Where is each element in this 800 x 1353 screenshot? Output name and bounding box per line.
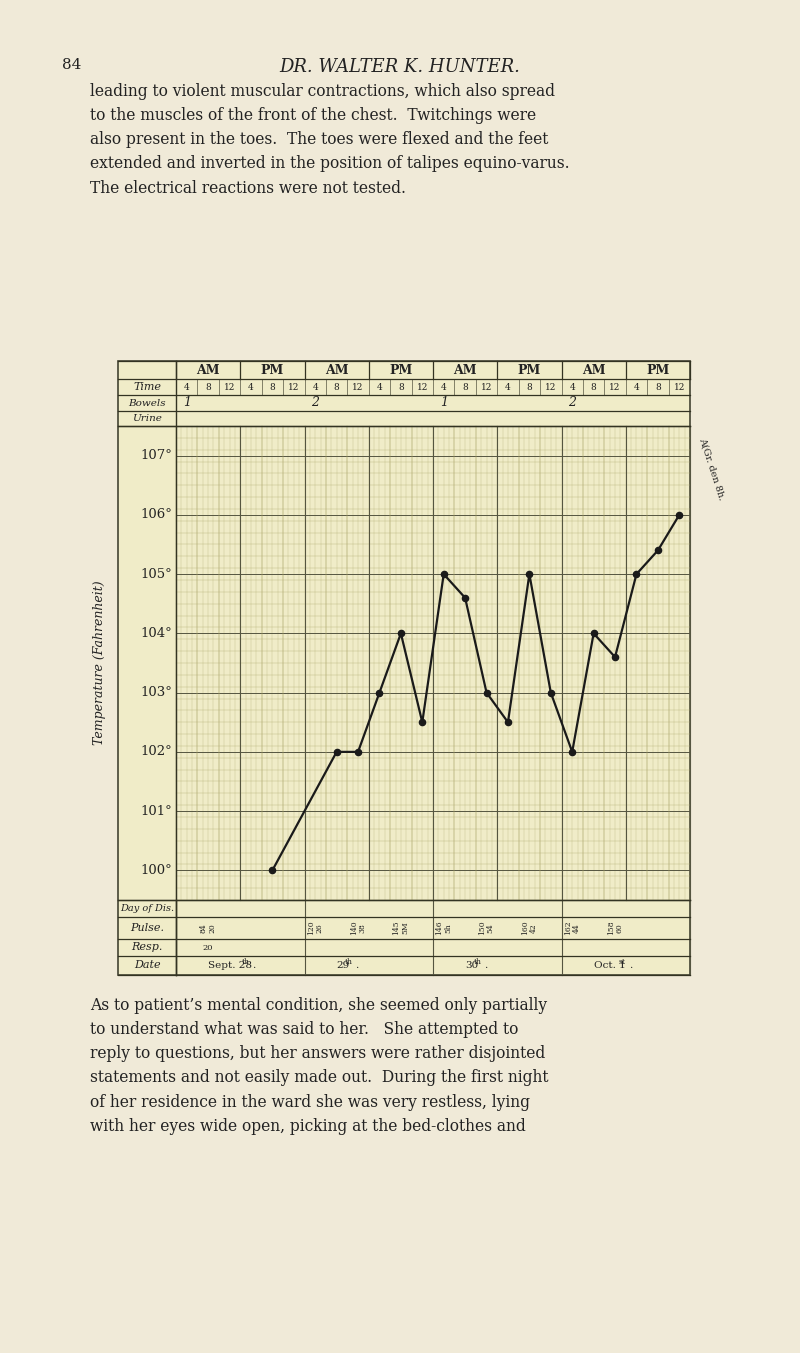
Point — [352, 741, 365, 763]
Text: 100°: 100° — [140, 863, 172, 877]
Text: 84
20: 84 20 — [200, 923, 217, 932]
Text: 4: 4 — [441, 383, 446, 391]
Text: 4: 4 — [570, 383, 575, 391]
Text: PM: PM — [261, 364, 284, 376]
Text: Bowels: Bowels — [128, 399, 166, 407]
Text: 1: 1 — [182, 396, 190, 410]
Text: 158
60: 158 60 — [606, 920, 623, 935]
Text: PM: PM — [390, 364, 413, 376]
Text: 12: 12 — [224, 383, 235, 391]
Text: 8: 8 — [526, 383, 532, 391]
Point — [438, 563, 450, 584]
Text: AM: AM — [582, 364, 606, 376]
Text: 1: 1 — [440, 396, 448, 410]
Text: 12: 12 — [481, 383, 492, 391]
Text: 4: 4 — [634, 383, 639, 391]
Text: 20: 20 — [203, 943, 214, 951]
Text: .: . — [252, 961, 255, 970]
Point — [651, 540, 664, 561]
Text: 106°: 106° — [140, 509, 172, 521]
Text: th: th — [345, 958, 353, 966]
Text: 12: 12 — [674, 383, 685, 391]
Text: 12: 12 — [545, 383, 557, 391]
Text: Pulse.: Pulse. — [130, 923, 164, 934]
Point — [544, 682, 557, 704]
Text: Urine: Urine — [132, 414, 162, 423]
Text: 8: 8 — [655, 383, 661, 391]
Text: AM: AM — [454, 364, 477, 376]
Text: 104°: 104° — [140, 626, 172, 640]
Text: st: st — [619, 958, 626, 966]
Text: 8: 8 — [206, 383, 211, 391]
Text: Resp.: Resp. — [131, 943, 162, 953]
Text: 162
44: 162 44 — [564, 920, 581, 935]
Text: 101°: 101° — [140, 805, 172, 817]
Point — [609, 647, 622, 668]
Text: Oct. 1: Oct. 1 — [594, 961, 626, 970]
Text: 102°: 102° — [140, 746, 172, 759]
Point — [330, 741, 343, 763]
Text: 145
5M: 145 5M — [393, 920, 409, 935]
Text: AM: AM — [325, 364, 348, 376]
Text: 8: 8 — [398, 383, 404, 391]
Text: 140
38: 140 38 — [350, 920, 366, 935]
Text: 30: 30 — [465, 961, 478, 970]
Text: 8: 8 — [270, 383, 275, 391]
Text: 12: 12 — [288, 383, 299, 391]
Point — [630, 563, 643, 584]
Bar — [118, 361, 690, 976]
Point — [373, 682, 386, 704]
Text: 12: 12 — [610, 383, 621, 391]
Point — [523, 563, 536, 584]
Text: Day of Dis.: Day of Dis. — [120, 904, 174, 913]
Text: 2: 2 — [311, 396, 319, 410]
Text: Time: Time — [133, 382, 161, 392]
Point — [502, 712, 514, 733]
Text: .: . — [355, 961, 358, 970]
Text: 107°: 107° — [140, 449, 172, 463]
Text: AM: AM — [196, 364, 220, 376]
Point — [458, 587, 471, 609]
Point — [673, 505, 686, 526]
Text: 8: 8 — [334, 383, 339, 391]
Text: Temperature (Fahrenheit): Temperature (Fahrenheit) — [94, 580, 106, 746]
Point — [566, 741, 578, 763]
Point — [480, 682, 493, 704]
Text: 103°: 103° — [140, 686, 172, 700]
Text: Sept. 28: Sept. 28 — [208, 961, 252, 970]
Text: As to patient’s mental condition, she seemed only partially
to understand what w: As to patient’s mental condition, she se… — [90, 997, 549, 1135]
Text: PM: PM — [518, 364, 541, 376]
Point — [587, 622, 600, 644]
Text: 84: 84 — [62, 58, 82, 72]
Text: 12: 12 — [417, 383, 428, 391]
Text: 12: 12 — [352, 383, 364, 391]
Text: 2: 2 — [568, 396, 576, 410]
Text: Date: Date — [134, 961, 160, 970]
Text: 160
42: 160 42 — [521, 920, 538, 935]
Text: th: th — [474, 958, 482, 966]
Text: 8: 8 — [590, 383, 597, 391]
Point — [266, 859, 278, 881]
Text: 29: 29 — [337, 961, 350, 970]
Text: 4: 4 — [377, 383, 382, 391]
Text: .: . — [629, 961, 632, 970]
Text: 4: 4 — [184, 383, 190, 391]
Text: .: . — [483, 961, 486, 970]
Text: 4: 4 — [248, 383, 254, 391]
Text: 150
54: 150 54 — [478, 920, 495, 935]
Text: DR. WALTER K. HUNTER.: DR. WALTER K. HUNTER. — [279, 58, 521, 76]
Text: A(Gr. den 8h.: A(Gr. den 8h. — [698, 436, 726, 501]
Text: 4: 4 — [505, 383, 511, 391]
Text: 146
5h: 146 5h — [435, 920, 452, 935]
Text: PM: PM — [646, 364, 670, 376]
Text: th: th — [242, 958, 250, 966]
Point — [416, 712, 429, 733]
Point — [394, 622, 407, 644]
Text: 120
26: 120 26 — [307, 920, 323, 935]
Text: leading to violent muscular contractions, which also spread
to the muscles of th: leading to violent muscular contractions… — [90, 83, 570, 196]
Text: 4: 4 — [312, 383, 318, 391]
Text: 105°: 105° — [140, 568, 172, 580]
Text: 8: 8 — [462, 383, 468, 391]
